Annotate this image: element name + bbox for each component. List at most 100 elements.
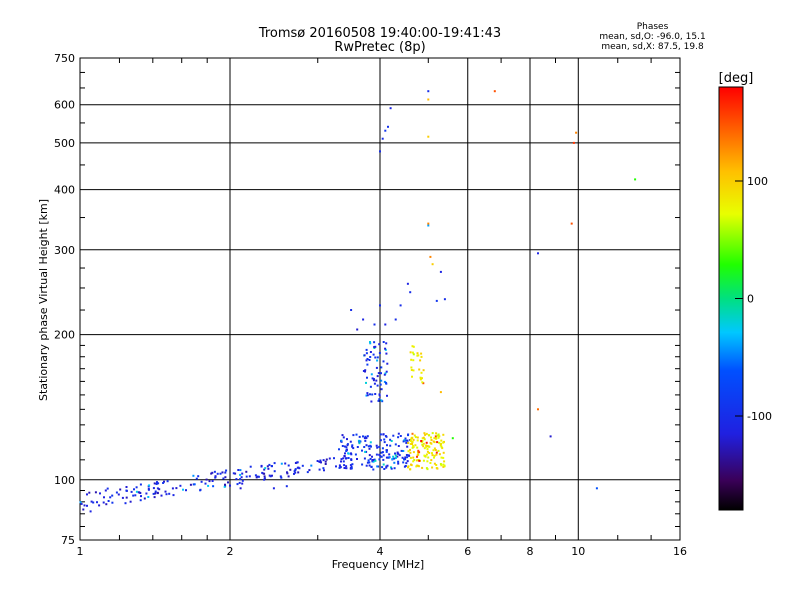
data-point [410,463,412,466]
x-tick-label: 16 [673,545,687,558]
data-point [240,476,243,479]
data-point [397,460,400,463]
data-point [431,452,433,455]
data-point [318,460,321,463]
data-point [393,467,396,470]
data-point [94,491,97,494]
data-point [417,354,420,357]
data-point [156,487,159,490]
data-point [427,222,430,225]
data-point [263,472,266,475]
data-point [241,479,244,482]
data-point [347,457,350,459]
data-point [117,493,120,496]
data-point [352,434,355,437]
data-point [137,491,140,494]
data-point [429,255,432,258]
data-point [405,441,408,444]
data-point [432,440,435,443]
data-point [379,150,381,153]
data-point [364,439,367,442]
data-point [362,318,365,321]
data-point [245,470,248,473]
data-point [264,467,267,470]
data-point [340,439,343,442]
data-point [192,474,195,477]
data-point [421,466,424,469]
data-point [125,489,128,492]
data-point [386,394,388,397]
data-point [280,476,283,479]
data-point [383,441,386,444]
data-point [382,360,385,363]
data-point [294,468,297,471]
data-point [365,394,368,397]
data-point [355,433,358,436]
data-point [375,366,378,369]
data-point [372,379,375,382]
data-point [439,270,442,273]
chart-subtitle: RwPretec (8p) [334,40,426,55]
data-point [111,501,114,504]
data-point [369,393,371,396]
colorbar: -100 0 100 [718,86,772,511]
data-point [405,454,408,456]
data-point [285,485,288,488]
data-point [373,458,376,461]
data-point [98,504,101,507]
data-point [345,465,348,468]
data-point [102,501,105,504]
data-point [130,490,133,493]
data-point [378,343,381,346]
data-point [415,459,418,462]
data-point [393,457,396,460]
data-point [241,472,244,475]
data-point [106,487,109,490]
data-point [271,465,273,468]
data-point [227,481,229,484]
data-point [443,298,446,301]
data-point [412,446,415,448]
data-point [351,463,354,466]
data-point [424,433,427,436]
data-point [204,482,207,485]
data-point [352,447,355,450]
data-point [433,462,436,465]
data-point [439,463,442,465]
data-point [132,494,135,497]
data-point [435,464,438,466]
data-point [347,452,350,455]
data-point [400,449,403,452]
data-point [409,451,412,454]
data-point [225,469,228,472]
data-point [440,464,443,467]
data-point [406,456,409,459]
data-point [214,475,217,478]
data-point [239,473,242,476]
data-point [386,464,389,467]
data-point [419,376,422,379]
data-point [402,440,405,443]
data-point [402,450,405,452]
data-point [418,459,421,462]
data-point [157,482,160,485]
data-point [139,492,142,494]
data-point [426,448,429,451]
data-point [439,443,442,446]
data-point [382,433,385,436]
data-point [384,372,387,375]
data-point [320,461,322,464]
data-point [189,483,192,486]
data-point [249,465,252,468]
data-point [297,471,300,474]
data-point [572,141,575,144]
data-point [369,351,372,353]
data-point [221,471,224,474]
data-point [416,454,419,457]
data-point [349,464,352,467]
data-point [338,448,340,451]
data-point [425,444,428,447]
data-point [375,379,378,382]
data-point [175,487,178,490]
